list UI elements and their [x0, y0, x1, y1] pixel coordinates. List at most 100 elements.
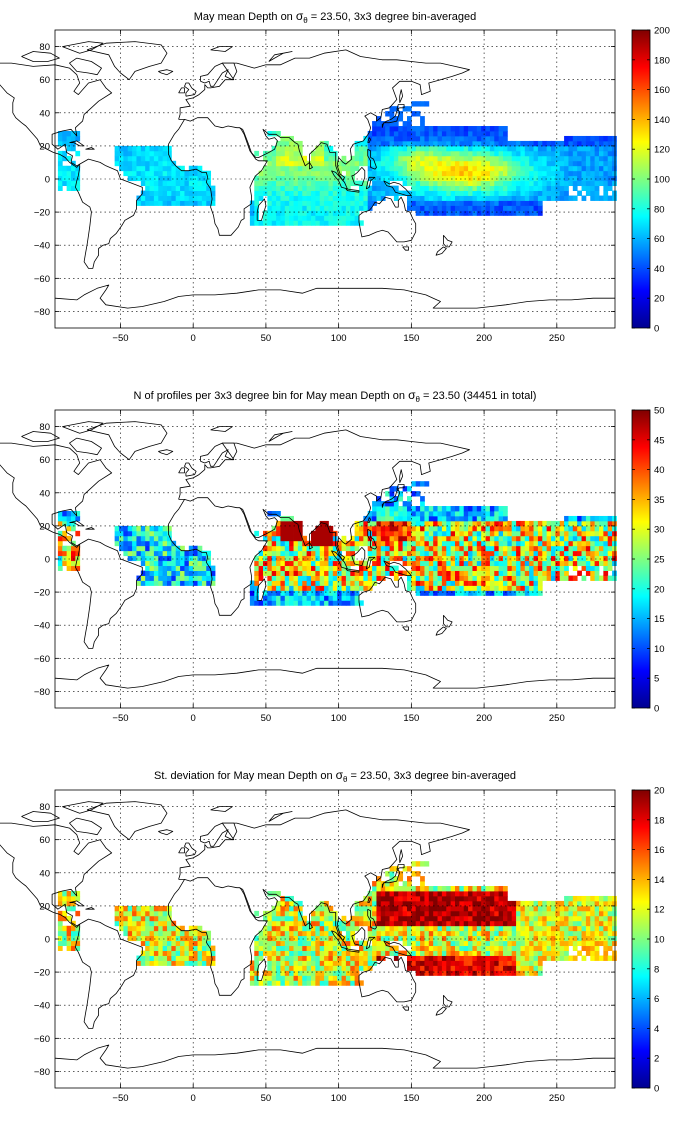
- heat-cell: [572, 170, 578, 177]
- heat-cell: [306, 590, 312, 596]
- heat-cell: [328, 945, 334, 951]
- heat-cell: [249, 975, 255, 981]
- heat-cell: [306, 965, 312, 971]
- heat-cell: [258, 600, 264, 606]
- heat-cell: [603, 940, 609, 947]
- heat-cell: [507, 165, 513, 172]
- heat-cell: [324, 575, 329, 581]
- heat-cell: [311, 565, 316, 571]
- heat-cell: [167, 535, 172, 542]
- heat-cell: [389, 126, 395, 132]
- heat-cell: [57, 520, 63, 527]
- coastline: [178, 809, 470, 942]
- heat-cell: [446, 590, 452, 596]
- heat-cell: [158, 160, 164, 167]
- heat-cell: [441, 570, 447, 576]
- heat-cell: [542, 925, 548, 932]
- heat-cell: [249, 965, 255, 971]
- heat-cell: [267, 210, 273, 216]
- heat-cell: [306, 945, 312, 951]
- heat-cell: [398, 930, 404, 937]
- heat-cell: [393, 890, 399, 897]
- y-tick-label: 0: [45, 555, 50, 566]
- heat-cell: [533, 905, 539, 912]
- heat-cell: [158, 555, 164, 562]
- heat-cell: [249, 205, 255, 211]
- heat-cell: [267, 595, 273, 601]
- heat-cell: [127, 525, 133, 532]
- heat-cell: [455, 190, 460, 196]
- heat-cell: [459, 165, 465, 172]
- heat-cell: [594, 150, 600, 157]
- heat-cell: [546, 910, 552, 917]
- heat-cell: [367, 585, 373, 591]
- heat-cell: [424, 150, 430, 157]
- heat-cell: [546, 570, 552, 576]
- heat-cell: [71, 890, 76, 897]
- heat-cell: [162, 565, 168, 571]
- heat-cell: [572, 925, 578, 932]
- heat-cell: [62, 510, 68, 517]
- heat-cell: [350, 200, 356, 206]
- heat-cell: [437, 135, 443, 142]
- heat-cell: [498, 886, 504, 892]
- heat-cell: [376, 535, 382, 542]
- heat-cell: [324, 165, 329, 172]
- heat-cell: [167, 175, 172, 182]
- heat-cell: [337, 200, 342, 206]
- heat-cell: [481, 950, 486, 956]
- heat-cell: [476, 140, 482, 147]
- heat-cell: [524, 945, 530, 951]
- heat-cell: [263, 150, 268, 157]
- heat-cell: [455, 585, 460, 591]
- heat-cell: [376, 575, 382, 581]
- heat-cell: [376, 930, 382, 937]
- heat-cell: [153, 545, 159, 552]
- heat-cell: [372, 555, 377, 562]
- heat-cell: [389, 910, 395, 917]
- heat-cell: [511, 590, 517, 596]
- heat-cell: [420, 945, 425, 951]
- heat-cell: [367, 510, 373, 517]
- heat-cell: [564, 195, 569, 201]
- heat-cell: [524, 935, 530, 942]
- heat-cell: [415, 175, 421, 182]
- heat-cell: [354, 545, 360, 552]
- heat-cell: [210, 190, 216, 196]
- heat-cell: [289, 145, 294, 152]
- heat-cell: [345, 575, 351, 581]
- heat-cell: [337, 950, 342, 956]
- heat-cell: [289, 150, 294, 157]
- heat-cell: [167, 530, 172, 537]
- heat-cell: [433, 945, 438, 951]
- heat-cell: [311, 195, 316, 201]
- heat-cell: [289, 550, 294, 557]
- heat-cell: [345, 545, 351, 552]
- heat-cell: [568, 150, 574, 157]
- heat-cell: [284, 205, 290, 211]
- heat-cell: [564, 565, 569, 571]
- heat-cell: [280, 975, 286, 981]
- heat-cell: [463, 925, 469, 932]
- heat-cell: [175, 935, 181, 942]
- heat-cell: [481, 925, 486, 932]
- heat-cell: [263, 570, 268, 576]
- heat-cell: [367, 950, 373, 956]
- heat-cell: [289, 895, 294, 902]
- heat-cell: [140, 200, 146, 206]
- heat-cell: [267, 930, 273, 937]
- heat-cell: [162, 570, 168, 576]
- heat-cell: [481, 170, 486, 177]
- heat-cell: [472, 535, 478, 542]
- heat-cell: [612, 155, 617, 162]
- heat-cell: [206, 550, 212, 557]
- heat-cell: [411, 955, 417, 961]
- heat-cell: [376, 160, 382, 167]
- heat-cell: [551, 920, 556, 927]
- heat-cell: [537, 545, 543, 552]
- heat-cell: [140, 925, 146, 932]
- heat-cell: [428, 510, 434, 517]
- heat-cell: [494, 970, 500, 976]
- heat-cell: [319, 980, 325, 986]
- heat-cell: [607, 895, 613, 902]
